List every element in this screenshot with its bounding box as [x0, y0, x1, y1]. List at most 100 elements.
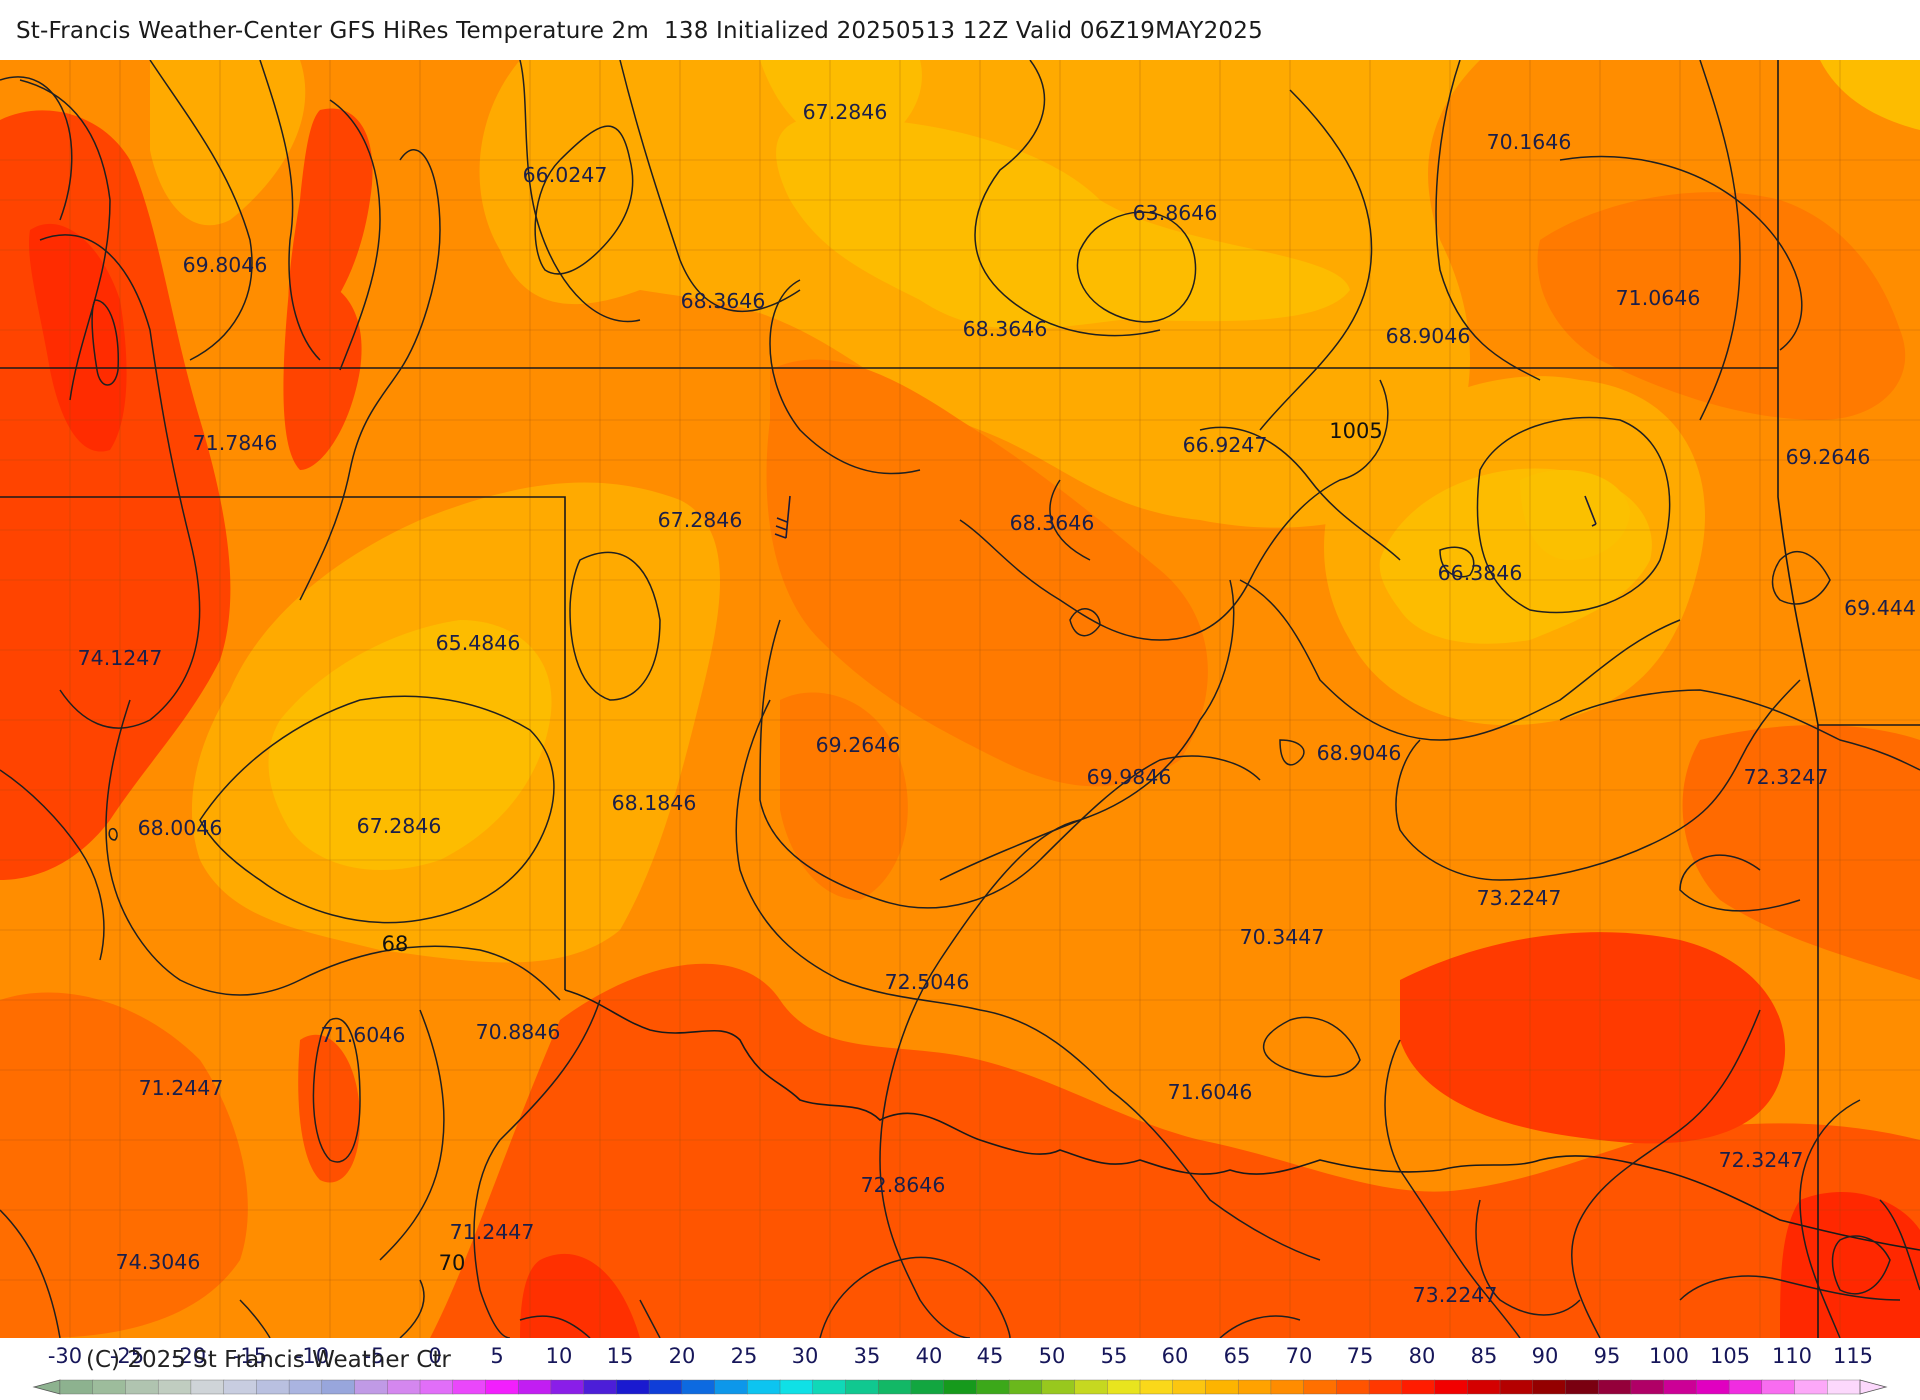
scale-swatch: [1728, 1379, 1763, 1395]
value-label: 74.1247: [77, 646, 163, 670]
value-label: 68.3646: [962, 317, 1048, 341]
scale-swatch: [59, 1379, 94, 1395]
scale-swatch: [1630, 1379, 1665, 1395]
scale-swatch: [157, 1379, 192, 1395]
band-southeast-red: [1400, 932, 1786, 1144]
scale-swatch: [1761, 1379, 1796, 1395]
band-southwest-dark: [0, 992, 248, 1338]
value-label: 66.9247: [1182, 433, 1268, 457]
scale-swatch: [648, 1379, 683, 1395]
scale-swatch: [910, 1379, 945, 1395]
scale-tick: 75: [1346, 1344, 1374, 1368]
temperature-contour-label: 70: [438, 1251, 466, 1275]
scale-swatch: [1303, 1379, 1338, 1395]
scale-swatch: [845, 1379, 879, 1395]
scale-swatch: [1041, 1379, 1076, 1395]
scale-swatch: [321, 1379, 356, 1395]
value-label: 69.9846: [1086, 765, 1172, 789]
band-ne-dark: [1537, 192, 1906, 420]
scale-swatch: [125, 1379, 159, 1395]
value-label: 71.0646: [1615, 286, 1701, 310]
value-label: 67.2846: [657, 508, 743, 532]
band-nw-deep-strip2: [283, 278, 362, 470]
value-label: 65.4846: [435, 631, 521, 655]
scale-tick: -25: [109, 1344, 145, 1368]
map-title: St-Francis Weather-Center GFS HiRes Temp…: [16, 18, 1263, 44]
scale-swatch: [1565, 1379, 1599, 1395]
scale-swatch: [583, 1379, 618, 1395]
scale-tick: -30: [47, 1344, 83, 1368]
scale-swatch: [485, 1379, 519, 1395]
scale-swatch: [616, 1379, 650, 1395]
scale-swatch: [288, 1379, 323, 1395]
scale-swatch: [1499, 1379, 1534, 1395]
value-label: 66.3846: [1437, 561, 1523, 585]
scale-tick: 25: [730, 1344, 758, 1368]
scale-swatch: [1794, 1379, 1828, 1395]
scale-tick: 65: [1223, 1344, 1251, 1368]
value-label: 67.2846: [356, 814, 442, 838]
band-north-yellow: [776, 118, 1350, 329]
scale-tick: 40: [915, 1344, 943, 1368]
scale-swatch: [452, 1379, 487, 1395]
scale-tick: 20: [668, 1344, 696, 1368]
scale-swatch: [1827, 1379, 1861, 1395]
scale-tick: 10: [545, 1344, 573, 1368]
scale-swatch: [1172, 1379, 1207, 1395]
scale-tick: 70: [1285, 1344, 1313, 1368]
scale-arrow-left: [32, 1379, 61, 1395]
value-label: 71.2447: [449, 1220, 535, 1244]
band-west-deep: [29, 223, 127, 452]
scale-tick: 55: [1100, 1344, 1128, 1368]
value-label: 66.0247: [522, 163, 608, 187]
value-label: 67.2846: [802, 100, 888, 124]
scale-swatch: [1074, 1379, 1108, 1395]
scale-swatch: [92, 1379, 127, 1395]
scale-tick: 85: [1470, 1344, 1498, 1368]
scale-swatch: [1401, 1379, 1436, 1395]
band-ne-yellow: [1820, 60, 1920, 130]
copyright-text: (C) 2025 St Francis Weather Ctr: [86, 1347, 451, 1373]
value-label: 69.2646: [1785, 445, 1871, 469]
band-center-dark2: [780, 692, 908, 900]
scale-swatch: [1205, 1379, 1239, 1395]
scale-tick: 115: [1832, 1344, 1874, 1368]
wind-barbs: [774, 495, 1597, 539]
scale-tick: 100: [1648, 1344, 1690, 1368]
scale-swatch: [1270, 1379, 1305, 1395]
scale-swatch: [354, 1379, 388, 1395]
value-label: 70.1646: [1486, 130, 1572, 154]
state-borders: [0, 60, 1920, 1338]
scale-swatch: [1139, 1379, 1174, 1395]
scale-tick: -15: [232, 1344, 268, 1368]
wind-barb-icon: [774, 495, 791, 539]
scale-tick: 45: [976, 1344, 1004, 1368]
value-label: 70.3447: [1239, 925, 1325, 949]
scale-tick: 60: [1161, 1344, 1189, 1368]
scale-swatch: [419, 1379, 454, 1395]
value-label: 70.8846: [475, 1020, 561, 1044]
temperature-contour-label: 68: [381, 932, 409, 956]
value-label: 68.3646: [680, 289, 766, 313]
band-se-east-dark: [1682, 725, 1920, 980]
scale-swatch: [550, 1379, 585, 1395]
band-south-red: [430, 963, 1920, 1338]
county-lines: [0, 60, 1920, 1338]
pressure-contour-label: 1005: [1329, 419, 1383, 443]
band-topcenter-yellow: [760, 60, 922, 150]
value-label: 63.8646: [1132, 201, 1218, 225]
scale-swatch: [1663, 1379, 1698, 1395]
value-label: 73.2247: [1412, 1283, 1498, 1307]
band-sw-red-pocket: [298, 1034, 360, 1183]
scale-tick: 50: [1038, 1344, 1066, 1368]
scale-tick: 35: [853, 1344, 881, 1368]
scale-swatch: [1336, 1379, 1370, 1395]
scale-swatch: [223, 1379, 258, 1395]
band-west-yellow: [268, 620, 552, 870]
band-east-core-yellow: [1520, 470, 1630, 560]
value-label: 69.2646: [815, 733, 901, 757]
band-nw-amber: [150, 60, 306, 226]
scale-tick: 95: [1593, 1344, 1621, 1368]
scale-tick: 15: [606, 1344, 634, 1368]
value-label: 73.2247: [1476, 886, 1562, 910]
